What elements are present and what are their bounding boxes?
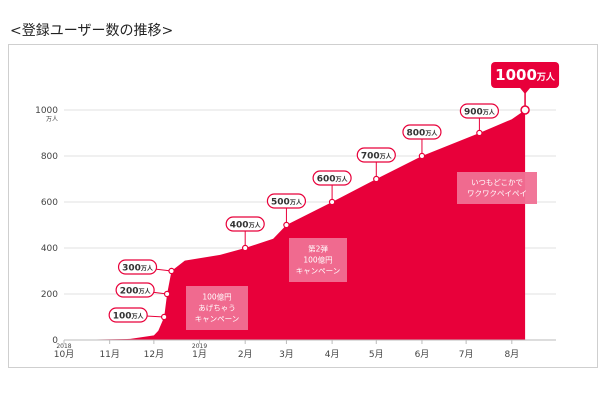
milestone-label-featured: 1000万人 [495,66,556,84]
milestone-label: 200万人 [120,287,152,297]
milestone-label: 600万人 [317,175,349,185]
x-tick-label: 1月 [192,349,207,360]
milestone-callout [115,282,155,298]
y-unit-label: 万人 [46,116,58,123]
x-tick-label: 5月 [369,349,384,360]
campaign-note-line: 100億円 [303,255,332,265]
milestone-callout [108,307,148,323]
y-tick-label: 1000 [35,106,58,116]
milestone-label: 400万人 [230,221,262,231]
y-tick-label: 600 [41,198,58,208]
campaign-note-line: キャンペーン [296,267,341,276]
milestone-dot [418,152,426,160]
milestone-dot [163,290,171,298]
callout-pointer [520,88,531,94]
milestone-dot [160,313,168,321]
milestone-label: 900万人 [464,108,496,118]
x-tick-label: 7月 [459,349,474,360]
x-tick-label: 6月 [415,349,430,360]
campaign-note-line: ワクワクペイペイ [467,189,527,198]
milestone-dot [328,198,336,206]
milestone-callout-featured [491,62,560,88]
x-tick-label: 8月 [504,349,519,360]
milestone-callout [459,103,500,119]
y-tick-label: 800 [41,152,58,162]
x-tick-label: 3月 [279,349,294,360]
y-tick-label: 400 [41,244,58,254]
milestone-label: 300万人 [122,264,154,274]
milestone-label: 800万人 [407,129,439,139]
x-year-label: 2018 [56,343,71,350]
y-tick-label: 200 [41,290,58,300]
milestone-label: 700万人 [361,152,393,162]
chart-heading: <登録ユーザー数の推移> [10,23,174,39]
campaign-note-box [289,238,347,282]
x-tick-label: 2月 [238,349,253,360]
milestone-callout [312,170,352,186]
x-tick-label: 4月 [325,349,340,360]
x-tick-label: 11月 [99,349,119,360]
campaign-note-line: あげちゃう [198,304,236,313]
milestone-callout [266,193,307,209]
milestone-callout [117,259,158,275]
x-tick-label: 12月 [144,349,164,360]
growth-area [64,110,526,340]
campaign-note-line: キャンペーン [195,315,240,324]
milestone-callout [225,216,265,232]
x-tick-label: 10月 [54,349,74,360]
campaign-note-box [186,286,248,330]
milestone-callout [356,147,396,163]
campaign-note-line: 第2弾 [308,244,328,254]
campaign-note-line: 100億円 [202,292,231,302]
x-year-label: 2019 [192,343,207,350]
milestone-dot [283,221,290,229]
milestone-dot [168,267,175,275]
campaign-note-box [457,172,537,204]
milestone-dot [373,175,380,183]
milestone-label: 100万人 [113,312,145,322]
campaign-note-line: いつもどこかで [471,178,523,187]
y-tick-label: 0 [52,336,58,346]
milestone-callout [402,124,442,140]
milestone-label: 500万人 [271,198,303,208]
milestone-dot [476,129,483,137]
milestone-dot [520,105,530,115]
milestone-dot [241,244,249,252]
